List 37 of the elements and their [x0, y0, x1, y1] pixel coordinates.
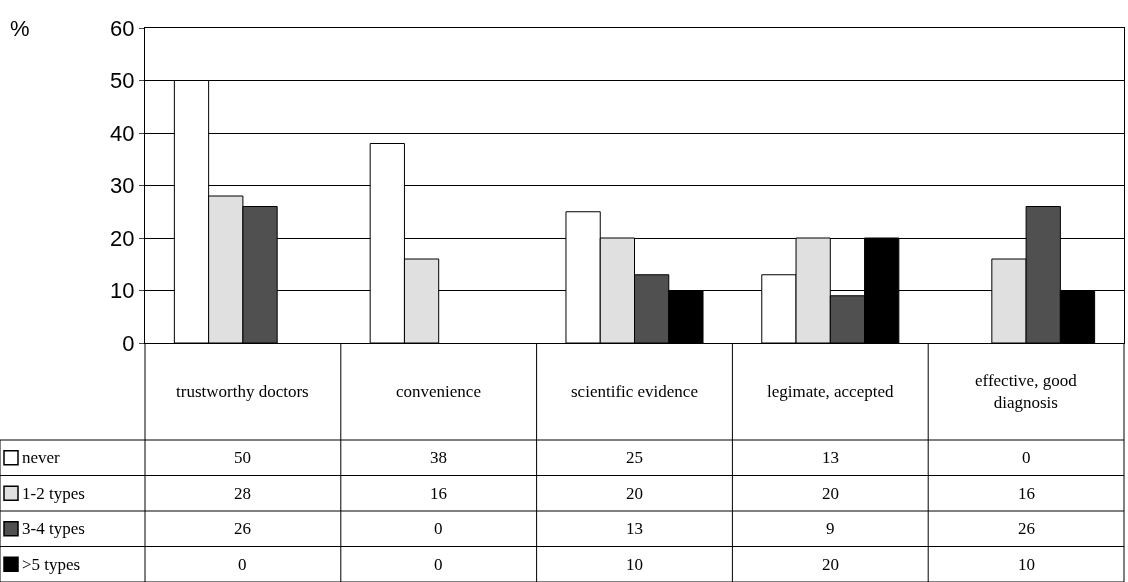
y-tick-label: 20	[110, 225, 135, 251]
legend-label: 3-4 types	[22, 519, 85, 538]
data-label: 0	[1022, 448, 1031, 467]
x-tick-label: trustworthy doctors	[176, 382, 309, 401]
y-tick-label: 40	[110, 120, 135, 146]
data-label: 13	[822, 448, 839, 467]
data-label: 20	[626, 484, 643, 503]
y-tick-label: 50	[110, 68, 135, 94]
y-tick-label: 60	[110, 15, 135, 41]
legend-label: >5 types	[22, 555, 81, 574]
legend-label: never	[22, 448, 61, 467]
data-label: 20	[822, 484, 839, 503]
x-tick-label: legimate, accepted	[767, 382, 894, 401]
data-label: 10	[626, 555, 643, 574]
data-label: 25	[626, 448, 643, 467]
data-label: 10	[1018, 555, 1035, 574]
data-label: 0	[434, 519, 443, 538]
y-tick-label: 0	[122, 330, 135, 356]
data-label: 26	[1018, 519, 1035, 538]
data-label: 13	[626, 519, 643, 538]
data-label: 20	[822, 555, 839, 574]
data-label: 28	[234, 484, 251, 503]
legend-label: 1-2 types	[22, 484, 85, 503]
data-label: 0	[238, 555, 247, 574]
y-tick-label: 10	[110, 278, 135, 304]
data-label: 26	[234, 519, 251, 538]
data-label: 16	[430, 484, 447, 503]
data-label: 0	[434, 555, 443, 574]
data-label: 38	[430, 448, 447, 467]
x-tick-label: effective, good diagnosis	[975, 371, 1078, 413]
data-label: 9	[826, 519, 835, 538]
data-label: 16	[1018, 484, 1035, 503]
x-tick-label: scientific evidence	[571, 382, 698, 401]
x-tick-label: convenience	[396, 382, 481, 401]
data-label: 50	[234, 448, 251, 467]
y-axis-title: %	[10, 16, 30, 41]
y-tick-label: 30	[110, 173, 135, 199]
